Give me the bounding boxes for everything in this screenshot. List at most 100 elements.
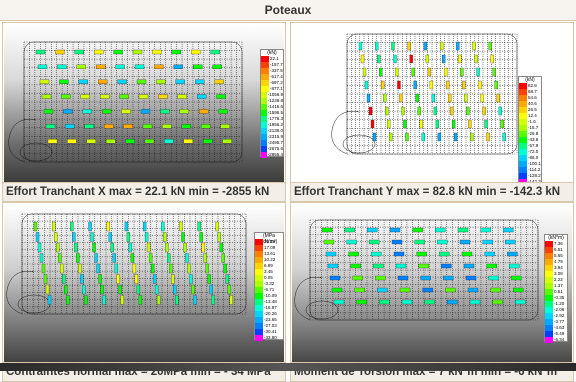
legend-value: -2136.0 bbox=[267, 128, 283, 133]
legend-row: -10.09 bbox=[255, 293, 283, 299]
legend-unit-3: (MPa /kN/m²) bbox=[260, 233, 278, 245]
legend-swatch bbox=[261, 62, 269, 68]
legend-value: 3.94 bbox=[554, 265, 563, 270]
legend-value: -1956.2 bbox=[267, 122, 283, 127]
legend-swatch bbox=[261, 74, 269, 80]
model-view-4[interactable]: (kN*m) 7.36 6.51 5.65 4.79 3.94 3.08 2.22 1.37 0… bbox=[292, 204, 572, 363]
color-legend-4: (kN*m) 7.36 6.51 5.65 4.79 3.94 3.08 2.22 1.37 0… bbox=[544, 234, 568, 343]
legend-value: -697.2 bbox=[270, 80, 283, 85]
legend-unit-1: (kN) bbox=[267, 50, 277, 56]
legend-value: -4.63 bbox=[554, 325, 565, 330]
legend-value: -13.48 bbox=[264, 299, 277, 304]
legend-swatch bbox=[519, 155, 527, 161]
legend-row: -2136.0 bbox=[261, 128, 283, 134]
legend-row: -3.32 bbox=[255, 281, 283, 287]
legend-value: 13.61 bbox=[264, 251, 276, 256]
legend-swatch bbox=[519, 119, 527, 125]
legend-value: -2675.6 bbox=[267, 146, 283, 151]
legend-row: -23.65 bbox=[255, 317, 283, 323]
legend-value: -517.4 bbox=[270, 74, 283, 79]
legend-row: -1.6 bbox=[519, 119, 541, 125]
legend-row: 4.79 bbox=[545, 259, 567, 265]
legend-value: 20.34 bbox=[264, 239, 276, 244]
panel-effort-tranchant-y: (kN) 82.8 68.7 54.6 40.6 26.5 12.4 -1.6 -15.7 -2… bbox=[290, 22, 574, 202]
legend-row: 12.4 bbox=[519, 113, 541, 119]
caption-effort-tranchant-y: Effort Tranchant Y max = 82.8 kN min = -… bbox=[291, 182, 573, 201]
legend-swatch bbox=[519, 137, 527, 143]
legend-swatch bbox=[255, 317, 263, 323]
legend-value: 6.89 bbox=[264, 263, 273, 268]
bottom-decoration bbox=[0, 363, 576, 371]
legend-value: -6.34 bbox=[554, 337, 565, 342]
legend-value: -877.1 bbox=[270, 86, 283, 91]
legend-row: 7.36 bbox=[545, 241, 567, 247]
legend-row: 3.45 bbox=[255, 269, 283, 275]
model-view-2[interactable]: (kN) 82.8 68.7 54.6 40.6 26.5 12.4 -1.6 -15.7 -2… bbox=[292, 24, 572, 183]
legend-swatch bbox=[519, 89, 527, 95]
legend-row: 10.22 bbox=[255, 257, 283, 263]
legend-swatch bbox=[261, 140, 267, 146]
page-title: Poteaux bbox=[0, 0, 576, 21]
legend-value: -1776.3 bbox=[267, 116, 283, 121]
legend-row: -33.80 bbox=[255, 335, 283, 341]
legend-value: -114.2 bbox=[528, 167, 541, 172]
legend-row: 6.89 bbox=[255, 263, 283, 269]
legend-swatch bbox=[545, 295, 553, 301]
legend-value: -1596.5 bbox=[267, 110, 283, 115]
legend-swatch bbox=[255, 293, 263, 299]
legend-value: 2.22 bbox=[554, 277, 563, 282]
legend-row: 13.61 bbox=[255, 251, 283, 257]
legend-swatch bbox=[261, 56, 269, 62]
legend-value: -57.9 bbox=[528, 143, 539, 148]
legend-value: -86.0 bbox=[528, 155, 539, 160]
legend-swatch bbox=[519, 101, 527, 107]
legend-swatch bbox=[261, 68, 269, 74]
legend-value: -157.7 bbox=[270, 62, 283, 67]
legend-swatch bbox=[261, 122, 267, 128]
legend-value: -2855.4 bbox=[267, 152, 283, 157]
legend-swatch bbox=[545, 307, 553, 313]
legend-swatch bbox=[255, 323, 263, 329]
legend-swatch bbox=[545, 259, 553, 265]
legend-swatch bbox=[261, 104, 267, 110]
legend-value: -27.03 bbox=[264, 323, 277, 328]
legend-value: -2.92 bbox=[554, 313, 565, 318]
legend-row: -337.5 bbox=[261, 68, 283, 74]
legend-swatch bbox=[519, 107, 527, 113]
legend-row: 0.05 bbox=[255, 275, 283, 281]
legend-row: -27.03 bbox=[255, 323, 283, 329]
legend-swatch bbox=[519, 167, 527, 173]
legend-unit-4: (kN*m) bbox=[548, 235, 564, 241]
legend-value: 40.6 bbox=[528, 101, 537, 106]
legend-value: 7.36 bbox=[554, 241, 563, 246]
legend-row: -72.0 bbox=[519, 149, 541, 155]
legend-swatch bbox=[255, 329, 263, 335]
legend-row: 68.7 bbox=[519, 89, 541, 95]
legend-swatch bbox=[255, 281, 263, 287]
legend-swatch bbox=[519, 125, 527, 131]
model-view-1[interactable]: (kN) 22.1 -157.7 -337.5 -517.4 -697.2 -877.1-… bbox=[4, 24, 284, 183]
legend-value: -1.6 bbox=[528, 119, 536, 124]
legend-swatch bbox=[255, 239, 263, 245]
legend-swatch bbox=[255, 305, 263, 311]
legend-row: -13.48 bbox=[255, 299, 283, 305]
legend-row: -5.49 bbox=[545, 331, 567, 337]
legend-row: -2495.7 bbox=[261, 140, 283, 146]
legend-value: 22.1 bbox=[270, 56, 279, 61]
legend-value: -1056.9 bbox=[267, 92, 283, 97]
legend-row: -2315.9 bbox=[261, 134, 283, 140]
model-view-3[interactable]: (MPa /kN/m²) 20.34 17.09 13.61 10.22 6.89 3.4… bbox=[4, 204, 284, 363]
legend-swatch bbox=[519, 173, 527, 179]
legend-row: -30.41 bbox=[255, 329, 283, 335]
legend-swatch bbox=[261, 146, 267, 152]
legend-value: 17.09 bbox=[264, 245, 276, 250]
structure-model-2 bbox=[331, 33, 518, 155]
legend-row: -86.0 bbox=[519, 155, 541, 161]
legend-swatch bbox=[261, 152, 267, 158]
legend-swatch bbox=[255, 299, 263, 305]
legend-value: 5.65 bbox=[554, 253, 563, 258]
legend-swatch bbox=[545, 271, 553, 277]
legend-value: 3.45 bbox=[264, 269, 273, 274]
legend-swatch bbox=[255, 287, 263, 293]
color-legend-3: (MPa /kN/m²) 20.34 17.09 13.61 10.22 6.89 3.4… bbox=[254, 232, 284, 341]
